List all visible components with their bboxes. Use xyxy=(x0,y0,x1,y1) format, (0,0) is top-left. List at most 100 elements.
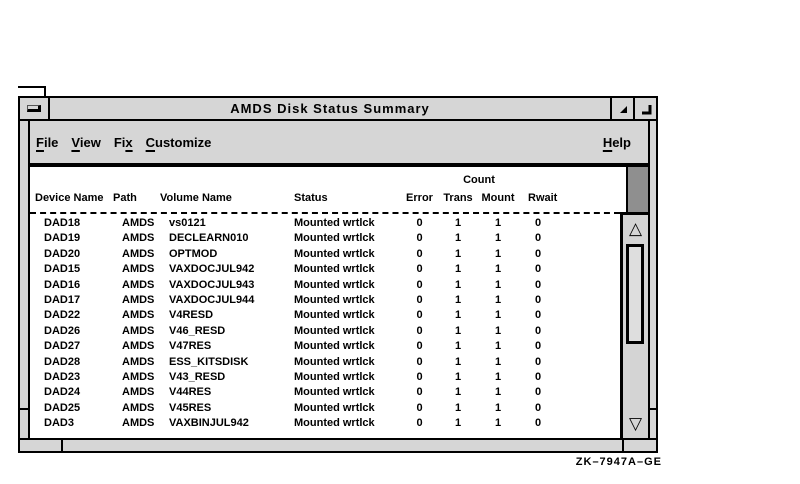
cell-path: AMDS xyxy=(122,309,155,322)
cell-trans-count: 1 xyxy=(454,293,462,306)
amds-disk-status-window: AMDS Disk Status Summary File xyxy=(18,96,658,453)
cell-device-name: DAD19 xyxy=(44,232,81,245)
table-row[interactable]: DAD22 AMDS V4RESD Mounted wrtlck 0 1 1 0 xyxy=(30,308,620,323)
table-row[interactable]: DAD24 AMDS V44RES Mounted wrtlck 0 1 1 0 xyxy=(30,385,620,400)
cell-rwait-count: 0 xyxy=(534,232,542,245)
cell-rwait-count: 0 xyxy=(534,247,542,260)
window-border-bottom[interactable] xyxy=(18,438,658,453)
menu-customize[interactable]: Customize xyxy=(145,134,212,150)
cell-status: Mounted wrtlck xyxy=(294,324,375,337)
scroll-up-button[interactable]: △ xyxy=(623,215,648,242)
window-frame-corner-handle[interactable] xyxy=(18,86,46,97)
menu-file[interactable]: File xyxy=(36,134,59,150)
restore-button[interactable] xyxy=(610,98,633,119)
col-header-device-name: Device Name xyxy=(35,192,104,204)
table-row[interactable]: DAD17 AMDS VAXDOCJUL944 Mounted wrtlck 0… xyxy=(30,293,620,308)
cell-volume-name: V43_RESD xyxy=(169,370,226,383)
cell-rwait-count: 0 xyxy=(534,263,542,276)
maximize-button[interactable] xyxy=(633,98,656,119)
window-title-text: AMDS Disk Status Summary xyxy=(230,101,430,116)
cell-error-count: 0 xyxy=(416,417,423,430)
cell-mount-count: 1 xyxy=(494,309,502,322)
table-row[interactable]: DAD18 AMDS vs0121 Mounted wrtlck 0 1 1 0 xyxy=(30,216,620,231)
cell-status: Mounted wrtlck xyxy=(294,401,375,414)
cell-rwait-count: 0 xyxy=(534,217,542,229)
cell-path: AMDS xyxy=(122,401,155,414)
scroll-down-button[interactable]: ▽ xyxy=(623,410,648,437)
table-row[interactable]: DAD25 AMDS V45RES Mounted wrtlck 0 1 1 0 xyxy=(30,401,620,416)
cell-device-name: DAD28 xyxy=(44,355,81,368)
cell-error-count: 0 xyxy=(416,293,423,306)
cell-trans-count: 1 xyxy=(454,217,462,229)
cell-trans-count: 1 xyxy=(454,232,462,245)
titlebar[interactable]: AMDS Disk Status Summary xyxy=(18,96,658,121)
cell-error-count: 0 xyxy=(416,401,423,414)
table-row[interactable]: DAD23 AMDS V43_RESD Mounted wrtlck 0 1 1… xyxy=(30,370,620,385)
cell-device-name: DAD20 xyxy=(44,247,81,260)
cell-error-count: 0 xyxy=(416,340,423,353)
cell-rwait-count: 0 xyxy=(534,386,542,399)
cell-rwait-count: 0 xyxy=(534,370,542,383)
window-border-right[interactable] xyxy=(650,121,658,438)
vertical-scrollbar[interactable]: △ ▽ xyxy=(620,212,648,438)
cell-volume-name: V47RES xyxy=(169,340,212,353)
cell-status: Mounted wrtlck xyxy=(294,370,375,383)
cell-rwait-count: 0 xyxy=(534,309,542,322)
cell-device-name: DAD27 xyxy=(44,340,81,353)
window-border-left[interactable] xyxy=(18,121,28,438)
table-row[interactable]: DAD28 AMDS ESS_KITSDISK Mounted wrtlck 0… xyxy=(30,355,620,370)
cell-volume-name: vs0121 xyxy=(169,217,206,229)
table-row[interactable]: DAD16 AMDS VAXDOCJUL943 Mounted wrtlck 0… xyxy=(30,278,620,293)
cell-status: Mounted wrtlck xyxy=(294,232,375,245)
cell-mount-count: 1 xyxy=(494,263,502,276)
cell-path: AMDS xyxy=(122,340,155,353)
cell-rwait-count: 0 xyxy=(534,417,542,430)
cell-mount-count: 1 xyxy=(494,417,502,430)
table-row[interactable]: DAD15 AMDS VAXDOCJUL942 Mounted wrtlck 0… xyxy=(30,262,620,277)
cell-path: AMDS xyxy=(122,370,155,383)
cell-error-count: 0 xyxy=(416,370,423,383)
col-header-path: Path xyxy=(113,192,137,204)
cell-error-count: 0 xyxy=(416,324,423,337)
scrollbar-thumb[interactable] xyxy=(626,244,644,344)
table-row[interactable]: DAD3 AMDS VAXBINJUL942 Mounted wrtlck 0 … xyxy=(30,416,620,431)
cell-volume-name: V44RES xyxy=(169,386,212,399)
window-menu-button[interactable] xyxy=(20,98,50,119)
table-row[interactable]: DAD19 AMDS DECLEARN010 Mounted wrtlck 0 … xyxy=(30,231,620,246)
table-row[interactable]: DAD20 AMDS OPTMOD Mounted wrtlck 0 1 1 0 xyxy=(30,247,620,262)
window-title: AMDS Disk Status Summary xyxy=(50,98,610,119)
cell-rwait-count: 0 xyxy=(534,355,542,368)
cell-mount-count: 1 xyxy=(494,247,502,260)
menu-fix[interactable]: Fix xyxy=(113,134,133,150)
cell-device-name: DAD3 xyxy=(44,417,74,430)
minimize-icon xyxy=(27,105,41,112)
resize-handle-tick xyxy=(20,408,28,410)
cell-path: AMDS xyxy=(122,247,155,260)
cell-status: Mounted wrtlck xyxy=(294,263,375,276)
triangle-down-icon: ▽ xyxy=(628,414,643,433)
cell-volume-name: V46_RESD xyxy=(169,324,226,337)
header-scrollbar-filler xyxy=(626,167,648,212)
cell-status: Mounted wrtlck xyxy=(294,217,375,229)
triangle-up-icon: △ xyxy=(628,219,643,238)
cell-error-count: 0 xyxy=(416,355,423,368)
cell-error-count: 0 xyxy=(416,309,423,322)
cell-path: AMDS xyxy=(122,417,155,430)
menu-view[interactable]: View xyxy=(71,134,101,150)
table-row[interactable]: DAD27 AMDS V47RES Mounted wrtlck 0 1 1 0 xyxy=(30,339,620,354)
menu-help[interactable]: Help xyxy=(602,134,631,150)
cell-rwait-count: 0 xyxy=(534,340,542,353)
cell-rwait-count: 0 xyxy=(534,278,542,291)
table-header: Count Device Name Path Volume Name Statu… xyxy=(30,167,648,212)
cell-status: Mounted wrtlck xyxy=(294,417,375,430)
cell-error-count: 0 xyxy=(416,263,423,276)
cell-trans-count: 1 xyxy=(454,340,462,353)
cell-status: Mounted wrtlck xyxy=(294,340,375,353)
cell-path: AMDS xyxy=(122,263,155,276)
table-row[interactable]: DAD26 AMDS V46_RESD Mounted wrtlck 0 1 1… xyxy=(30,324,620,339)
cell-volume-name: V45RES xyxy=(169,401,212,414)
cell-status: Mounted wrtlck xyxy=(294,278,375,291)
cell-path: AMDS xyxy=(122,386,155,399)
col-header-trans: Trans xyxy=(443,192,473,204)
cell-device-name: DAD23 xyxy=(44,370,81,383)
